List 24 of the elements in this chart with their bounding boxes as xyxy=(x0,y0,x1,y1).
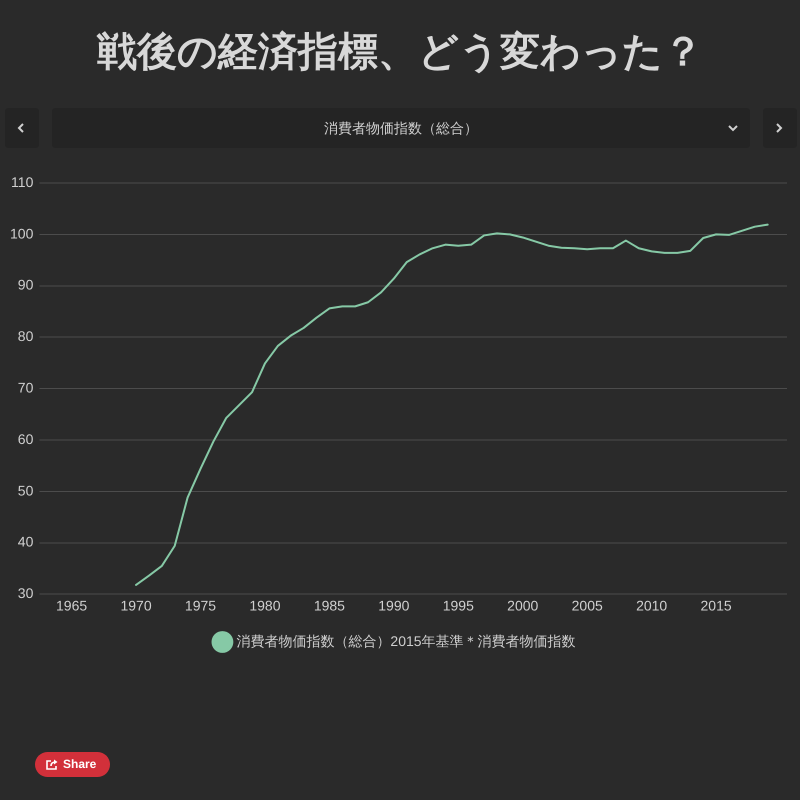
x-tick-label: 2005 xyxy=(572,597,603,614)
y-tick-label: 110 xyxy=(11,174,34,190)
y-tick-label: 60 xyxy=(18,430,34,447)
y-tick-label: 70 xyxy=(18,379,34,396)
y-tick-label: 40 xyxy=(18,534,34,550)
x-tick-label: 1975 xyxy=(184,597,216,614)
legend-label: 消費者物価指数（総合）2015年基準＊消費者物価指数 xyxy=(236,632,576,649)
x-tick-label: 1965 xyxy=(56,597,88,614)
x-tick-label: 2015 xyxy=(700,597,732,614)
x-tick-label: 1995 xyxy=(442,597,474,614)
x-tick-label: 1980 xyxy=(249,597,281,614)
share-button: Share xyxy=(35,752,110,777)
x-tick-label: 1990 xyxy=(378,597,410,614)
y-tick-label: 100 xyxy=(10,225,34,242)
chart-title: 戦後の経済指標、どう変わった？ xyxy=(96,29,704,76)
x-tick-label: 2010 xyxy=(636,597,668,614)
x-tick-label: 1985 xyxy=(314,597,346,614)
x-tick-label: 2000 xyxy=(507,597,539,614)
y-tick-label: 90 xyxy=(18,276,34,293)
y-tick-label: 80 xyxy=(18,328,34,344)
y-tick-label: 50 xyxy=(18,482,34,498)
y-tick-label: 30 xyxy=(18,585,34,602)
x-tick-label: 1970 xyxy=(120,597,152,614)
dropdown-field: 消費者物価指数（総合） xyxy=(52,108,750,148)
